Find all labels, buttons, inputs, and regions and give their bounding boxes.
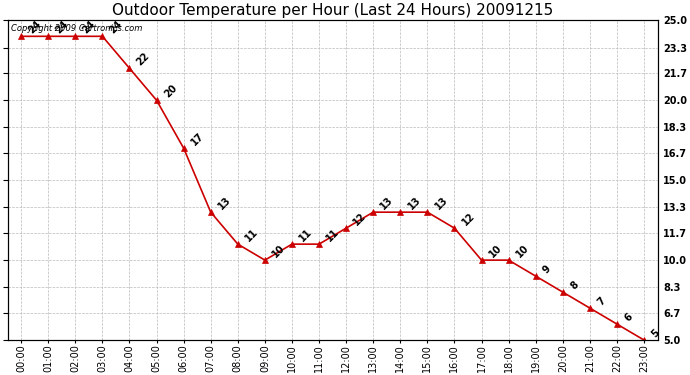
Text: 22: 22 — [135, 51, 152, 68]
Text: 20: 20 — [162, 83, 179, 99]
Text: 13: 13 — [406, 195, 422, 211]
Text: 13: 13 — [433, 195, 450, 211]
Text: 5: 5 — [649, 327, 662, 339]
Text: 24: 24 — [108, 19, 125, 36]
Text: 6: 6 — [622, 312, 634, 323]
Title: Outdoor Temperature per Hour (Last 24 Hours) 20091215: Outdoor Temperature per Hour (Last 24 Ho… — [112, 3, 553, 18]
Text: 9: 9 — [541, 264, 553, 275]
Text: 17: 17 — [189, 131, 206, 147]
Text: 11: 11 — [297, 227, 314, 243]
Text: 10: 10 — [487, 243, 504, 260]
Text: 7: 7 — [595, 296, 607, 307]
Text: 24: 24 — [27, 19, 43, 36]
Text: 12: 12 — [460, 211, 477, 227]
Text: 11: 11 — [244, 227, 260, 243]
Text: 10: 10 — [270, 243, 287, 260]
Text: 13: 13 — [216, 195, 233, 211]
Text: 24: 24 — [54, 19, 70, 36]
Text: 11: 11 — [324, 227, 342, 243]
Text: 24: 24 — [81, 19, 97, 36]
Text: 13: 13 — [379, 195, 395, 211]
Text: Copyright 2009 Cartronics.com: Copyright 2009 Cartronics.com — [11, 24, 142, 33]
Text: 12: 12 — [352, 211, 368, 227]
Text: 10: 10 — [514, 243, 531, 260]
Text: 8: 8 — [569, 279, 580, 291]
